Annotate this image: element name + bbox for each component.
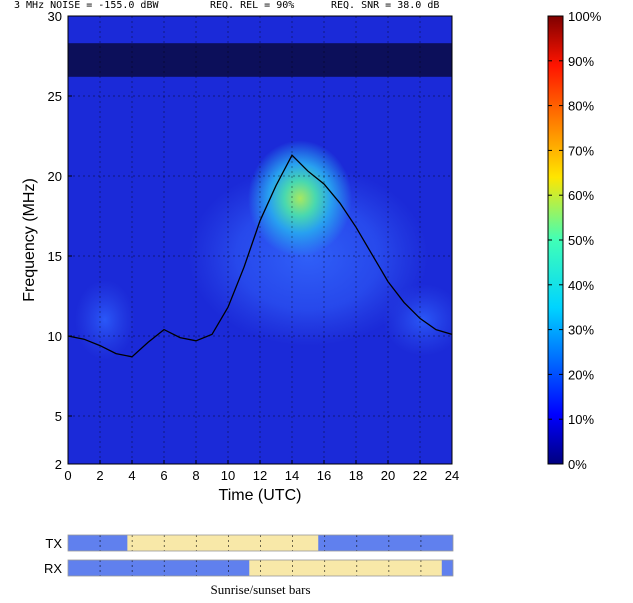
muf-line [67, 154, 453, 358]
x-tick-label: 18 [349, 468, 363, 483]
tx-bar-label: TX [45, 536, 62, 551]
colorbar-tick-label: 10% [568, 412, 594, 427]
y-tick-label: 30 [48, 9, 62, 24]
snr-readout: REQ. SNR = 38.0 dB [331, 0, 440, 11]
y-axis-label: Frequency (MHz) [21, 178, 38, 302]
colorbar-tick-label: 0% [568, 457, 587, 472]
x-tick-label: 14 [285, 468, 299, 483]
rx-bar-label: RX [44, 561, 62, 576]
plot-area [68, 16, 452, 464]
x-axis-label: Time (UTC) [219, 487, 302, 504]
x-tick-label: 10 [221, 468, 235, 483]
rx-bar-frame [67, 559, 454, 577]
x-tick-label: 4 [128, 468, 135, 483]
colorbar-tick-label: 40% [568, 278, 594, 293]
colorbar: 0% 10% 20% 30% 40% 50% 60% 70% 80% 90% 100% [547, 9, 602, 472]
x-tick-label: 20 [381, 468, 395, 483]
x-tick-label: 2 [96, 468, 103, 483]
colorbar-tick-label: 50% [568, 233, 594, 248]
noise-readout: 3 MHz NOISE = -155.0 dBW [14, 0, 159, 11]
x-tick-label: 16 [317, 468, 331, 483]
x-tick-label: 22 [413, 468, 427, 483]
colorbar-tick-label: 100% [568, 9, 602, 24]
plot-frame [67, 15, 453, 465]
y-tick-label: 2 [55, 457, 62, 472]
x-tick-label: 0 [64, 468, 71, 483]
colorbar-tick-label: 30% [568, 323, 594, 338]
colorbar-tick-label: 90% [568, 54, 594, 69]
heat-blob-core [248, 140, 352, 257]
tx-bar-day [127, 535, 319, 551]
rx-bar-day [249, 560, 442, 576]
colorbar-tick-label: 80% [568, 99, 594, 114]
y-tick-label: 25 [48, 89, 62, 104]
colorbar-tick-label: 60% [568, 188, 594, 203]
reliability-readout: REQ. REL = 90% [210, 0, 295, 11]
colorbar-tick-label: 70% [568, 143, 594, 158]
x-tick-label: 6 [160, 468, 167, 483]
sun-bars: TX RX Sunrise/sunset bars [44, 534, 454, 597]
y-tick-label: 10 [48, 329, 62, 344]
x-tick-label: 8 [192, 468, 199, 483]
x-tick-label: 12 [253, 468, 267, 483]
tx-bar-frame [67, 534, 454, 552]
sun-bars-caption: Sunrise/sunset bars [210, 582, 310, 597]
x-tick-label: 24 [445, 468, 459, 483]
y-tick-label: 5 [55, 409, 62, 424]
y-tick-label: 20 [48, 169, 62, 184]
y-tick-label: 15 [48, 249, 62, 264]
heat-blob-left [74, 280, 135, 360]
colorbar-tick-label: 20% [568, 367, 594, 382]
